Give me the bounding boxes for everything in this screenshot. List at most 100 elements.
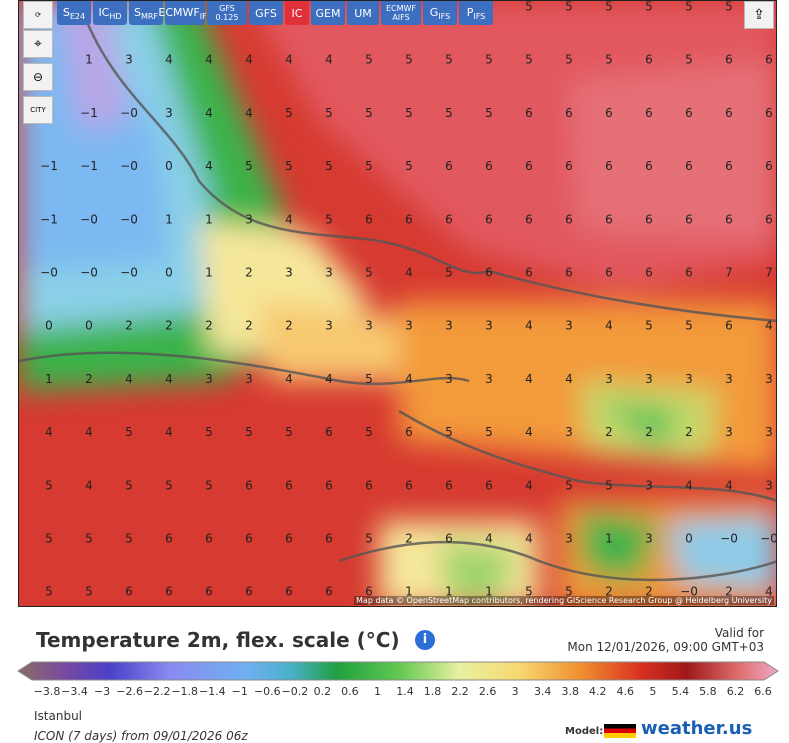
grid-value: 3	[765, 372, 773, 386]
grid-value: 3	[285, 266, 293, 280]
grid-value: 6	[765, 159, 773, 173]
grid-value: 5	[165, 478, 173, 492]
grid-value: −0	[120, 266, 138, 280]
grid-value: 6	[685, 266, 693, 280]
grid-value: −1	[40, 212, 58, 226]
scale-label: −3.4	[61, 685, 88, 698]
grid-value: −0	[80, 266, 98, 280]
city-button[interactable]: CITY	[23, 96, 53, 124]
model-name: S	[62, 6, 70, 19]
model-name: IC	[291, 6, 303, 20]
model-sub: E24	[69, 12, 86, 21]
model-button[interactable]: SMRF	[129, 1, 163, 25]
model-name: G	[429, 6, 439, 19]
grid-value: 4	[45, 425, 53, 439]
model-name: P	[466, 6, 474, 19]
grid-value: 4	[205, 159, 213, 173]
grid-value: 4	[85, 425, 93, 439]
grid-value: 2	[125, 319, 133, 333]
reload-button[interactable]: ⟳	[23, 1, 53, 29]
scale-label: −1	[232, 685, 248, 698]
grid-value: 6	[525, 159, 533, 173]
grid-value: 6	[525, 106, 533, 120]
grid-value: 5	[365, 106, 373, 120]
zoom-out-button[interactable]: ⊖	[23, 63, 53, 91]
run-info: ICON (7 days) from 09/01/2026 06z	[34, 729, 248, 743]
model-button[interactable]: PIFS	[459, 1, 493, 25]
grid-value: 6	[405, 425, 413, 439]
grid-value: 3	[205, 372, 213, 386]
grid-value: 6	[165, 532, 173, 546]
grid-value: 2	[85, 372, 93, 386]
model-button[interactable]: ECMWFIFS	[158, 1, 212, 25]
grid-value: 3	[445, 319, 453, 333]
scale-label: 4.6	[617, 685, 635, 698]
grid-value: 6	[485, 478, 493, 492]
grid-value: 3	[405, 319, 413, 333]
model-button[interactable]: GFS	[249, 1, 283, 25]
model-name: GFS	[255, 6, 277, 20]
grid-value: 5	[445, 266, 453, 280]
grid-value: 6	[685, 212, 693, 226]
grid-value: 5	[285, 159, 293, 173]
info-button[interactable]: i	[415, 630, 435, 650]
model-button[interactable]: ICHD	[93, 1, 127, 25]
grid-value: 3	[725, 425, 733, 439]
scale-label: 3.8	[561, 685, 579, 698]
grid-value: 5	[125, 425, 133, 439]
model-button[interactable]: UM	[347, 1, 379, 25]
grid-value: 4	[205, 106, 213, 120]
scale-label: −3.8	[34, 685, 61, 698]
grid-value: 6	[725, 212, 733, 226]
model-button[interactable]: IC	[285, 1, 309, 25]
grid-value: 6	[565, 266, 573, 280]
grid-value: 7	[725, 266, 733, 280]
grid-value: 6	[605, 266, 613, 280]
grid-value: 5	[285, 106, 293, 120]
share-button[interactable]: ⇪	[744, 1, 774, 29]
grid-value: 5	[365, 266, 373, 280]
grid-value: −0	[760, 532, 777, 546]
grid-value: 3	[125, 53, 133, 67]
grid-value: 5	[125, 478, 133, 492]
grid-value: 5	[605, 478, 613, 492]
grid-value: 6	[565, 212, 573, 226]
scale-label: 2.6	[479, 685, 497, 698]
grid-value: 6	[325, 585, 333, 599]
grid-value: 1	[445, 585, 453, 599]
grid-value: 6	[525, 266, 533, 280]
grid-value: 6	[685, 106, 693, 120]
model-button[interactable]: GIFS	[423, 1, 457, 25]
model-button[interactable]: GFS 0.125	[207, 1, 247, 25]
scale-label: 4.2	[589, 685, 607, 698]
model-button[interactable]: ECMWF AIFS	[381, 1, 421, 25]
model-sub: IFS	[199, 12, 212, 21]
grid-value: 6	[245, 532, 253, 546]
grid-value: 4	[165, 372, 173, 386]
grid-value: 3	[445, 372, 453, 386]
model-name: ECMWF	[158, 6, 200, 19]
grid-value: 5	[445, 106, 453, 120]
grid-value: 2	[605, 585, 613, 599]
grid-value: 6	[725, 106, 733, 120]
model-sub: 0.125	[215, 13, 239, 22]
grid-value: 3	[565, 425, 573, 439]
grid-value: 4	[405, 372, 413, 386]
grid-value: 6	[365, 212, 373, 226]
grid-value: 5	[285, 425, 293, 439]
grid-value: 6	[245, 585, 253, 599]
legend-title: Temperature 2m, flex. scale (°C)	[36, 628, 400, 652]
locate-button[interactable]: ⌖	[23, 30, 53, 58]
grid-value: 4	[165, 425, 173, 439]
grid-value: 6	[605, 159, 613, 173]
scale-label: −2.6	[116, 685, 143, 698]
grid-value: 6	[645, 106, 653, 120]
model-button[interactable]: GEM	[311, 1, 345, 25]
grid-value: 4	[765, 319, 773, 333]
grid-value: 3	[725, 372, 733, 386]
model-button[interactable]: SE24	[57, 1, 91, 25]
grid-value: 2	[285, 319, 293, 333]
valid-time: Mon 12/01/2026, 09:00 GMT+03	[567, 640, 764, 654]
grid-value: 5	[525, 585, 533, 599]
